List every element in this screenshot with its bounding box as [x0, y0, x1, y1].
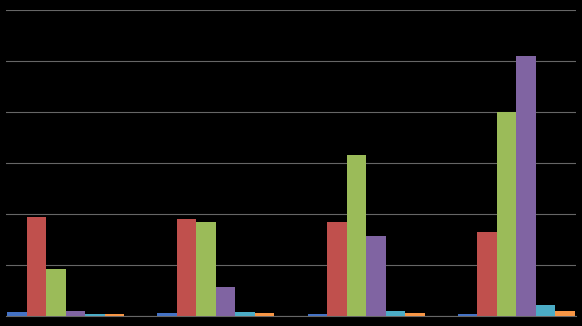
Bar	[366, 236, 385, 316]
Bar	[27, 217, 47, 316]
Bar	[516, 56, 535, 316]
Bar	[105, 314, 125, 316]
Bar	[66, 311, 86, 316]
Bar	[157, 313, 177, 316]
Bar	[385, 311, 405, 316]
Bar	[307, 314, 327, 316]
Bar	[255, 313, 275, 316]
Bar	[477, 232, 496, 316]
Bar	[457, 314, 477, 316]
Bar	[197, 222, 216, 316]
Bar	[236, 312, 255, 316]
Bar	[405, 313, 425, 316]
Bar	[8, 312, 27, 316]
Bar	[216, 287, 236, 316]
Bar	[496, 112, 516, 316]
Bar	[535, 305, 555, 316]
Bar	[555, 311, 574, 316]
Bar	[346, 156, 366, 316]
Bar	[177, 219, 197, 316]
Bar	[47, 269, 66, 316]
Bar	[327, 222, 346, 316]
Bar	[86, 314, 105, 316]
